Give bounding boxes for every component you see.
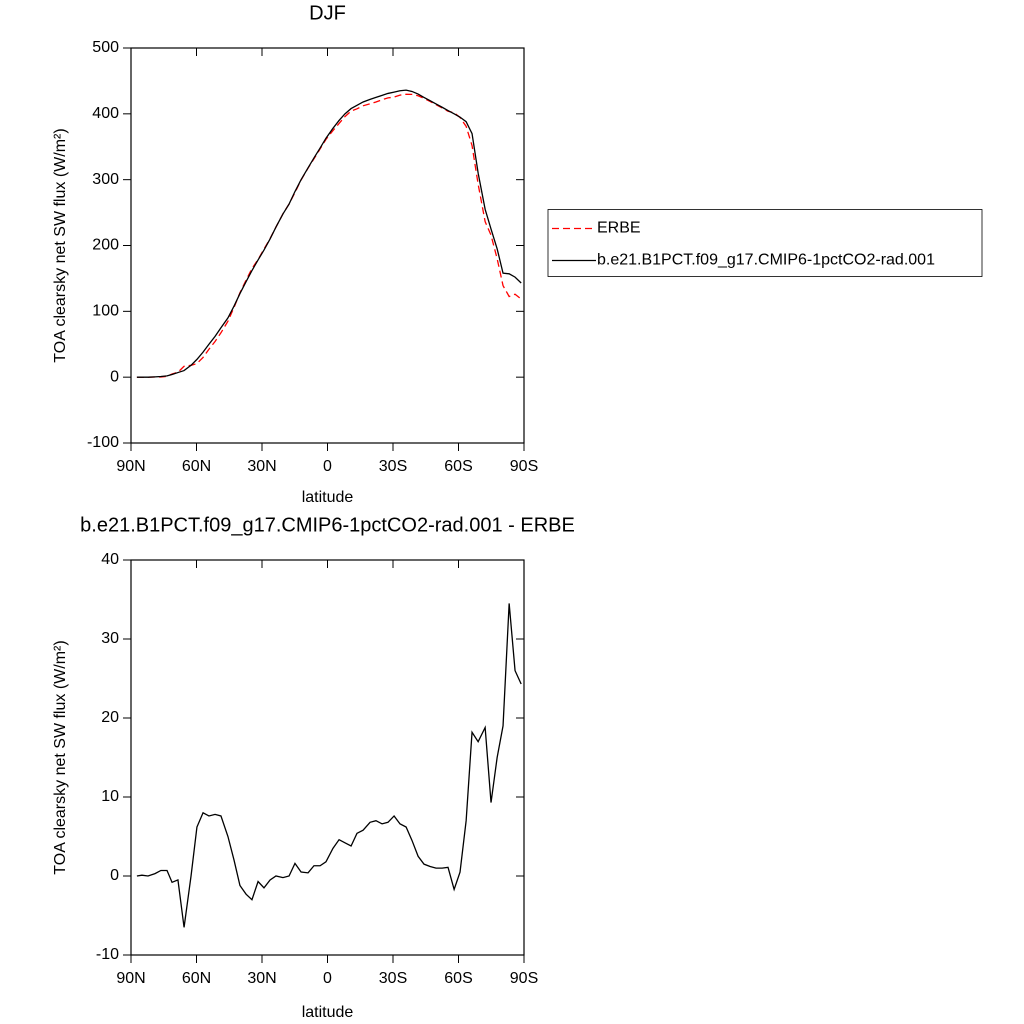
- y-axis-label: TOA clearsky net SW flux (W/m²): [52, 640, 69, 874]
- x-tick-label: 90S: [510, 970, 538, 987]
- y-tick-label: 400: [92, 105, 119, 122]
- x-tick-label: 30S: [379, 458, 407, 475]
- x-tick-label: 30N: [247, 970, 276, 987]
- x-tick-label: 60S: [444, 458, 472, 475]
- y-tick-label: -100: [87, 434, 119, 451]
- x-tick-label: 30S: [379, 970, 407, 987]
- y-tick-label: 100: [92, 303, 119, 320]
- y-tick-label: 500: [92, 39, 119, 56]
- series-line: [136, 89, 522, 378]
- x-tick-label: 90S: [510, 458, 538, 475]
- y-tick-label: 20: [101, 709, 119, 726]
- chart-title: DJF: [309, 2, 346, 24]
- x-tick-label: 60N: [182, 458, 211, 475]
- y-tick-label: 10: [101, 788, 119, 805]
- legend-box: [547, 209, 983, 277]
- x-axis-label: latitude: [302, 489, 354, 506]
- y-tick-label: 300: [92, 171, 119, 188]
- plot-frame: [130, 47, 525, 444]
- chart-title: b.e21.B1PCT.f09_g17.CMIP6-1pctCO2-rad.00…: [80, 514, 575, 536]
- x-tick-label: 60S: [444, 970, 472, 987]
- y-tick-label: 40: [101, 551, 119, 568]
- series-line: [136, 93, 522, 378]
- x-tick-label: 90N: [116, 970, 145, 987]
- plot-frame: [130, 559, 525, 956]
- y-tick-label: 0: [110, 867, 119, 884]
- y-axis-label: TOA clearsky net SW flux (W/m²): [52, 128, 69, 362]
- y-tick-label: 200: [92, 237, 119, 254]
- x-tick-label: 60N: [182, 970, 211, 987]
- y-tick-label: -10: [96, 946, 119, 963]
- y-tick-label: 30: [101, 630, 119, 647]
- legend-label: b.e21.B1PCT.f09_g17.CMIP6-1pctCO2-rad.00…: [597, 252, 935, 269]
- x-tick-label: 0: [323, 458, 332, 475]
- x-axis-label: latitude: [302, 1004, 354, 1021]
- x-tick-label: 0: [323, 970, 332, 987]
- x-tick-label: 90N: [116, 458, 145, 475]
- series-line: [136, 603, 522, 928]
- y-tick-label: 0: [110, 368, 119, 385]
- legend-label: ERBE: [597, 220, 641, 237]
- x-tick-label: 30N: [247, 458, 276, 475]
